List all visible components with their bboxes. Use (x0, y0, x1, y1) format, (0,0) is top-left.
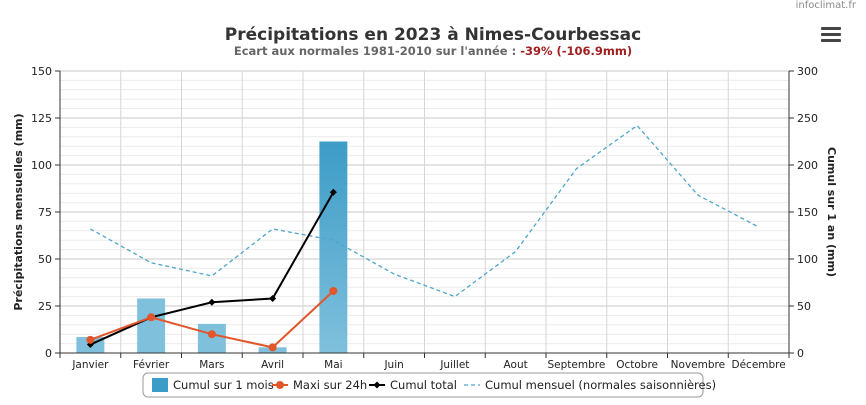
y-left-tick-label: 50 (38, 253, 52, 266)
y-right-tick-label: 50 (797, 300, 811, 313)
y-left-axis-title: Précipitations mensuelles (mm) (12, 113, 25, 310)
x-tick-label: Juillet (439, 359, 469, 371)
y-left-tick-label: 75 (38, 206, 52, 219)
x-tick-label: Juin (383, 359, 403, 371)
y-right-tick-label: 150 (797, 206, 818, 219)
bar-5 (319, 141, 348, 353)
menu-bar-icon (821, 27, 841, 30)
y-left-tick-label: 150 (31, 65, 52, 78)
legend-symbol (152, 378, 168, 392)
normal-line (90, 124, 759, 298)
x-tick-label: Septembre (547, 359, 605, 371)
legend-item-1[interactable]: Cumul sur 1 mois (152, 378, 274, 392)
y-right-tick-label: 300 (797, 65, 818, 78)
chart-title: Précipitations en 2023 à Nimes-Courbessa… (225, 25, 641, 45)
cumul-total-point (269, 294, 277, 302)
cumul-total-point (208, 298, 216, 306)
legend-label: Cumul total (390, 378, 457, 392)
watermark: infoclimat.fr (795, 0, 856, 11)
menu-bar-icon (821, 33, 841, 36)
legend[interactable]: Cumul sur 1 mois Maxi sur 24h Cumul total C… (142, 372, 716, 398)
x-tick-label: Octobre (616, 359, 658, 371)
x-tick-label: Février (133, 359, 170, 371)
x-tick-label: Novembre (671, 359, 725, 371)
legend-box (142, 372, 704, 398)
legend-label: Cumul mensuel (normales saisonnières) (485, 378, 716, 392)
legend-label: Maxi sur 24h (293, 378, 367, 392)
chart-menu-button[interactable] (820, 24, 842, 46)
grid (59, 70, 790, 354)
bar-3 (197, 323, 226, 353)
menu-bar-icon (821, 39, 841, 42)
y-right-tick-label: 200 (797, 159, 818, 172)
maxi-24h-point (147, 313, 156, 322)
x-tick-label: Mai (324, 359, 342, 371)
legend-marker (276, 381, 284, 389)
axes: 0 25 50 75 100 125 150 0 50 100 150 200 250 300 Janvie… (12, 65, 838, 371)
y-left-tick-label: 25 (38, 300, 52, 313)
bar-series (76, 141, 348, 353)
legend-item-3[interactable]: Cumul total (369, 378, 457, 392)
x-tick-label: Janvier (71, 359, 109, 371)
legend-item-2[interactable]: Maxi sur 24h (272, 378, 367, 392)
chart-subtitle: Ecart aux normales 1981-2010 sur l'année… (234, 44, 632, 58)
cumul-total-point (329, 188, 337, 196)
x-tick-label: Avril (261, 359, 284, 371)
maxi-24h-point (207, 330, 216, 339)
y-left-tick-label: 0 (45, 347, 52, 360)
legend-marker (373, 381, 381, 389)
maxi-24h-point (329, 286, 338, 295)
subtitle-prefix: Ecart aux normales 1981-2010 sur l'année… (234, 44, 520, 58)
y-right-axis-title: Cumul sur 1 an (mm) (825, 147, 838, 277)
y-right-tick-label: 100 (797, 253, 818, 266)
y-left-tick-label: 125 (31, 112, 52, 125)
subtitle-value: -39% (-106.9mm) (520, 44, 632, 58)
y-left-tick-label: 100 (31, 159, 52, 172)
line-series (86, 124, 759, 352)
legend-label: Cumul sur 1 mois (173, 378, 274, 392)
y-right-tick-label: 250 (797, 112, 818, 125)
x-tick-label: Mars (199, 359, 224, 371)
maxi-24h-point (86, 335, 95, 344)
legend-item-4[interactable]: Cumul mensuel (normales saisonnières) (464, 378, 716, 392)
bar-2 (137, 298, 166, 353)
x-tick-label: Aout (504, 359, 528, 371)
x-tick-label: Décembre (732, 359, 786, 371)
y-right-tick-label: 0 (797, 347, 804, 360)
maxi-24h-point (268, 343, 277, 352)
